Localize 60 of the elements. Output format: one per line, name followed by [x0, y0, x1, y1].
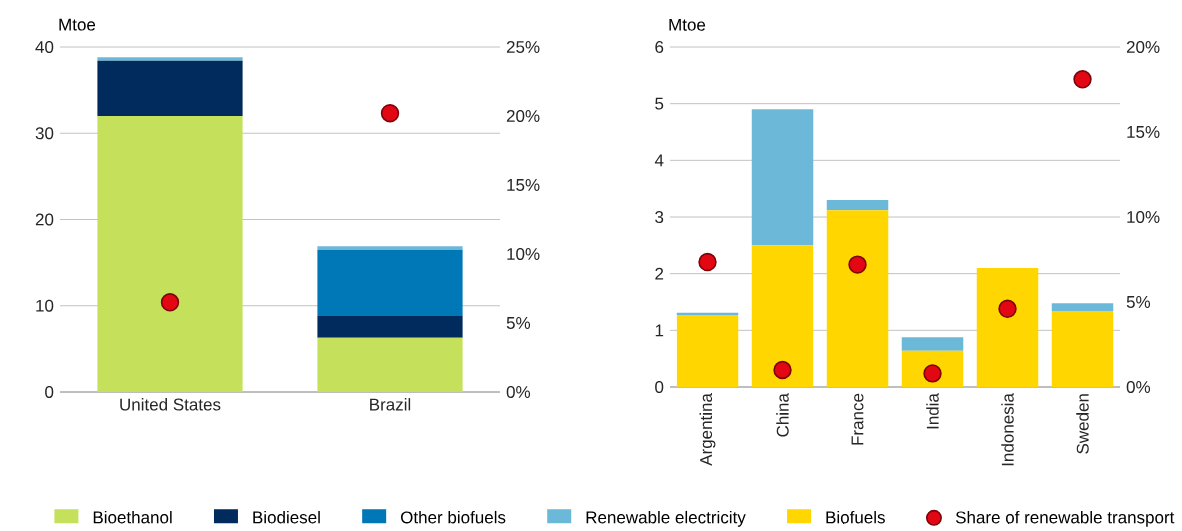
x-tick-label: China — [776, 393, 789, 437]
y-tick-label: 3 — [655, 211, 664, 224]
y2-tick-label: 0% — [506, 385, 531, 399]
bar — [1051, 303, 1114, 312]
y-tick-label: 6 — [655, 41, 664, 54]
bar — [317, 316, 463, 338]
legend-label: Share of renewable transport — [955, 510, 1175, 527]
bar — [676, 315, 739, 387]
bar — [317, 249, 463, 317]
y-tick-label: 20 — [35, 213, 54, 226]
bar — [97, 116, 243, 392]
bar — [901, 337, 964, 351]
y2-tick-label: 25% — [506, 41, 540, 54]
y2-tick-label: 10% — [507, 248, 540, 261]
legend-label: Other biofuels — [400, 510, 506, 524]
y-axis-title: Mtoe — [59, 18, 96, 31]
point — [1073, 70, 1092, 89]
point — [998, 299, 1017, 318]
bar — [976, 268, 1039, 387]
y2-tick-label: 15% — [1127, 126, 1160, 138]
x-tick-label: Brazil — [370, 398, 411, 411]
x-tick-label: Sweden — [1076, 394, 1089, 454]
bar — [97, 57, 243, 61]
bar — [1051, 311, 1114, 387]
legend-label: Biodiesel — [253, 510, 320, 524]
bar — [97, 60, 243, 116]
legend-label: Bioethanol — [93, 510, 172, 524]
bar — [826, 200, 889, 211]
bar — [317, 337, 463, 392]
x-tick-label: India — [926, 393, 939, 429]
y-axis-title: Mtoe — [669, 18, 706, 31]
y-tick-label: 10 — [36, 299, 54, 312]
y2-tick-label: 10% — [1127, 211, 1160, 224]
y2-tick-label: 20% — [1126, 41, 1160, 54]
point — [698, 252, 717, 272]
bar — [751, 109, 814, 246]
y-tick-label: 4 — [654, 154, 664, 167]
y-tick-label: 5 — [655, 97, 664, 110]
y-tick-label: 1 — [655, 324, 664, 337]
legend-label: Biofuels — [826, 510, 885, 524]
bar — [317, 246, 463, 250]
y2-tick-label: 0% — [1126, 380, 1151, 394]
point — [848, 255, 867, 274]
x-tick-label: France — [851, 393, 864, 445]
y-tick-label: 30 — [35, 127, 54, 140]
y2-tick-label: 5% — [1126, 296, 1151, 308]
y-tick-label: 0 — [655, 381, 664, 394]
y-tick-label: 2 — [655, 267, 664, 280]
x-tick-label: United States — [120, 398, 221, 411]
y2-tick-label: 20% — [506, 110, 540, 123]
y-tick-label: 0 — [45, 385, 54, 399]
y-tick-label: 40 — [35, 41, 54, 54]
legend-label: Renewable electricity — [586, 510, 746, 527]
x-tick-label: Indonesia — [1001, 393, 1014, 466]
bar — [751, 245, 814, 387]
point — [773, 360, 792, 380]
bar — [826, 210, 889, 387]
y2-tick-label: 15% — [507, 179, 540, 191]
y2-tick-label: 5% — [506, 317, 531, 329]
x-tick-label: Argentina — [699, 393, 716, 466]
